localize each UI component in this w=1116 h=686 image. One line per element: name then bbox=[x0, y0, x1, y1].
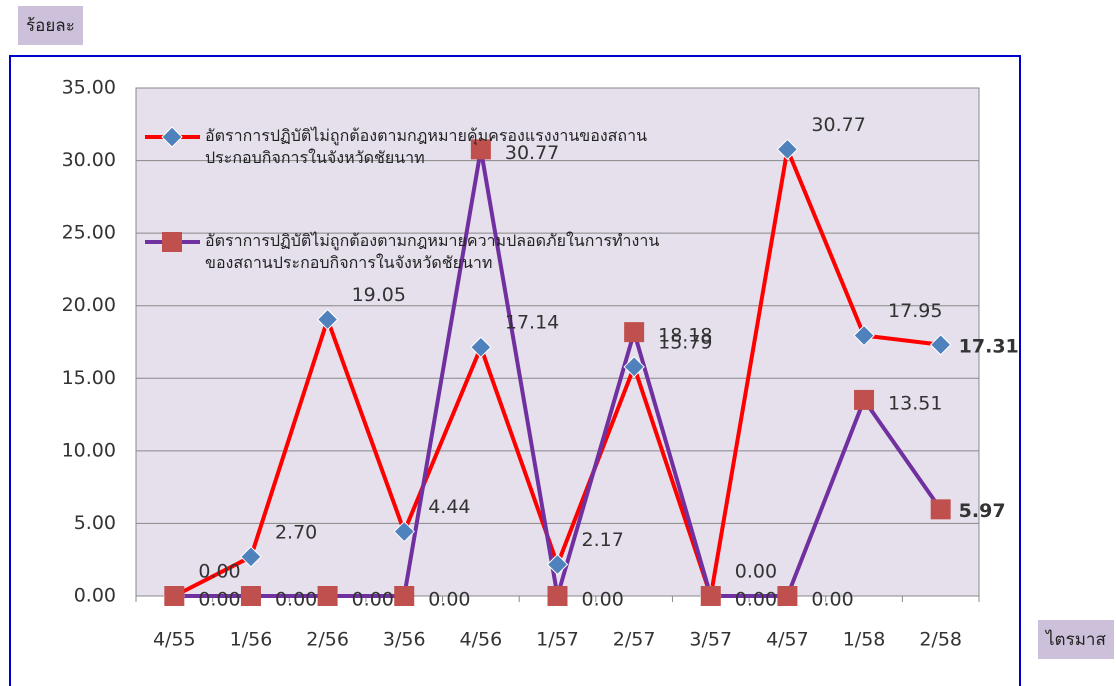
x-tick-label: 1/57 bbox=[536, 629, 579, 651]
data-label: 0.00 bbox=[428, 589, 470, 611]
legend-entry: อัตราการปฏิบัติไม่ถูกต้องตามกฎหมายความปล… bbox=[205, 231, 660, 272]
y-tick-label: 5.00 bbox=[74, 512, 116, 534]
data-label: 17.14 bbox=[505, 312, 559, 334]
x-tick-label: 4/55 bbox=[153, 629, 196, 651]
x-tick-label: 3/57 bbox=[689, 629, 732, 651]
marker bbox=[854, 389, 875, 410]
data-label: 30.77 bbox=[505, 142, 559, 164]
data-label: 0.00 bbox=[582, 589, 624, 611]
data-label: 4.44 bbox=[428, 496, 470, 518]
marker bbox=[470, 139, 491, 160]
y-tick-label: 25.00 bbox=[62, 222, 116, 244]
data-label: 0.00 bbox=[811, 589, 853, 611]
x-tick-label: 1/56 bbox=[230, 629, 273, 651]
marker bbox=[624, 322, 645, 343]
marker bbox=[240, 586, 261, 606]
data-label: 18.18 bbox=[658, 325, 712, 347]
marker bbox=[853, 324, 875, 347]
legend-entry: อัตราการปฏิบัติไม่ถูกต้องตามกฎหมายคุ้มคร… bbox=[205, 126, 648, 167]
data-label: 0.00 bbox=[198, 561, 240, 583]
data-label: 0.00 bbox=[352, 589, 394, 611]
x-tick-label: 2/56 bbox=[306, 629, 349, 651]
marker bbox=[164, 586, 185, 606]
x-tick-label: 2/58 bbox=[919, 629, 962, 651]
x-tick-label: 4/56 bbox=[460, 629, 503, 651]
data-label: 15.79 bbox=[658, 331, 712, 353]
x-tick-label: 1/58 bbox=[843, 629, 886, 651]
marker bbox=[316, 308, 339, 331]
x-axis-label: ไตรมาส bbox=[1038, 620, 1114, 659]
marker bbox=[161, 126, 183, 148]
marker bbox=[776, 138, 799, 161]
x-tick-label: 4/57 bbox=[766, 629, 809, 651]
marker bbox=[240, 546, 262, 568]
marker bbox=[929, 334, 952, 356]
marker bbox=[777, 586, 798, 606]
data-label: 0.00 bbox=[735, 561, 777, 583]
data-label: 2.70 bbox=[275, 521, 317, 543]
y-tick-label: 0.00 bbox=[74, 585, 116, 607]
y-tick-label: 30.00 bbox=[62, 149, 116, 171]
marker bbox=[317, 586, 338, 606]
data-label: 0.00 bbox=[735, 589, 777, 611]
marker bbox=[393, 520, 415, 543]
x-tick-label: 3/56 bbox=[383, 629, 426, 651]
y-tick-label: 15.00 bbox=[62, 367, 116, 389]
y-tick-label: 20.00 bbox=[62, 294, 116, 316]
marker bbox=[623, 356, 645, 378]
data-label: 5.97 bbox=[959, 500, 1006, 522]
y-tick-label: 35.00 bbox=[62, 77, 116, 99]
y-axis-label: ร้อยละ bbox=[18, 6, 83, 45]
data-label: 0.00 bbox=[275, 589, 317, 611]
data-label: 0.00 bbox=[198, 589, 240, 611]
data-label: 2.17 bbox=[582, 529, 624, 551]
marker bbox=[162, 232, 182, 252]
data-label: 17.31 bbox=[959, 335, 1019, 357]
marker bbox=[470, 336, 492, 358]
data-label: 17.95 bbox=[888, 300, 942, 322]
y-tick-label: 10.00 bbox=[62, 439, 116, 461]
marker bbox=[930, 499, 951, 520]
marker bbox=[547, 586, 568, 606]
marker bbox=[394, 586, 415, 606]
data-label: 30.77 bbox=[811, 114, 865, 136]
marker bbox=[546, 553, 569, 576]
data-label: 19.05 bbox=[352, 284, 406, 306]
data-label: 13.51 bbox=[888, 392, 942, 414]
x-tick-label: 2/57 bbox=[613, 629, 656, 651]
marker bbox=[700, 586, 721, 606]
